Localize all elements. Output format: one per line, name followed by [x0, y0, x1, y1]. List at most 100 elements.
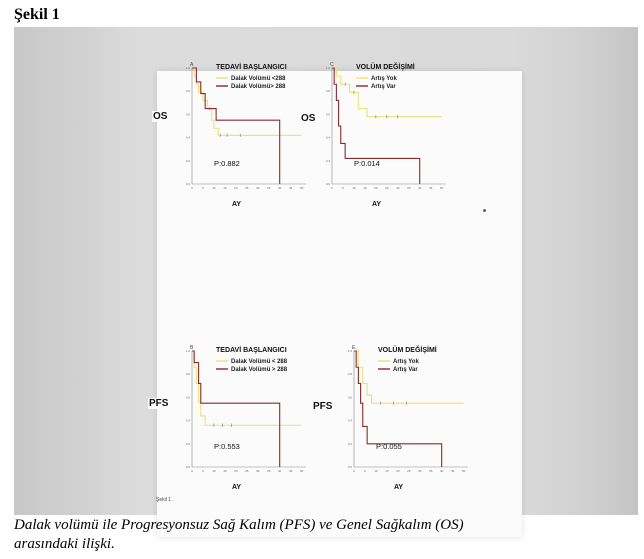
y-tick-label: 1.0 — [326, 66, 331, 70]
panel-title: TEDAVİ BAŞLANGICI — [216, 346, 287, 354]
y-tick-label: 0.0 — [186, 182, 191, 186]
y-tick-label: 1.0 — [186, 349, 191, 353]
km-chart-svg: B TEDAVİ BAŞLANGICI 0 5 10 15 20 25 30 35 40 45 50 0.… — [186, 345, 306, 491]
legend-label: Artış Yok — [371, 76, 397, 82]
stray-dot — [483, 209, 486, 212]
paper-sheet — [157, 71, 522, 537]
y-tick-label: 1.0 — [186, 66, 191, 70]
legend-label: Dalak Volümü > 288 — [231, 367, 288, 373]
km-series-line — [332, 67, 421, 184]
km-series-line — [354, 350, 443, 467]
footnote: Şekil 1 . — [156, 497, 174, 503]
km-chart-svg: A TEDAVİ BAŞLANGICI 0 5 10 15 20 25 30 35 40 45 50 0.… — [186, 62, 306, 208]
x-tick-label: 50 — [462, 469, 466, 473]
os-side-label: OS — [152, 111, 169, 122]
x-tick-label: 25 — [407, 469, 411, 473]
x-tick-label: 30 — [396, 186, 400, 190]
x-tick-label: 0 — [331, 186, 333, 190]
y-tick-label: 0.2 — [348, 442, 353, 446]
x-tick-label: 45 — [289, 186, 293, 190]
km-series-line — [354, 350, 464, 404]
y-tick-label: 0.2 — [186, 159, 191, 163]
figure-photo: A TEDAVİ BAŞLANGICI 0 5 10 15 20 25 30 35 40 45 50 0.… — [14, 27, 638, 537]
x-tick-label: 20 — [374, 186, 378, 190]
x-tick-label: 50 — [440, 186, 444, 190]
y-tick-label: 0.8 — [348, 372, 353, 376]
km-series-line — [332, 67, 442, 118]
caption-line-1: Dalak volümü ile Progresyonsuz Sağ Kalım… — [14, 517, 464, 533]
y-tick-label: 0.0 — [348, 465, 353, 469]
x-axis-label: AY — [394, 484, 403, 491]
panel-letter: E — [352, 345, 356, 351]
x-tick-label: 10 — [374, 469, 378, 473]
p-value-label: P:0.014 — [354, 159, 380, 168]
legend-label: Artış Var — [393, 367, 418, 373]
p-value-label: P:0.882 — [214, 159, 240, 168]
x-tick-label: 15 — [385, 469, 389, 473]
x-tick-label: 5 — [202, 469, 204, 473]
x-tick-label: 10 — [212, 469, 216, 473]
x-tick-label: 40 — [278, 186, 282, 190]
y-tick-label: 0.8 — [186, 372, 191, 376]
legend-label: Dalak Volümü <288 — [231, 76, 286, 82]
y-tick-label: 0.2 — [186, 442, 191, 446]
x-axis-label: AY — [232, 484, 241, 491]
legend-label: Artış Var — [371, 84, 396, 90]
x-tick-label: 45 — [429, 186, 433, 190]
x-tick-label: 15 — [363, 186, 367, 190]
x-tick-label: 45 — [451, 469, 455, 473]
y-tick-label: 0.4 — [326, 136, 331, 140]
y-tick-label: 0.0 — [186, 465, 191, 469]
x-tick-label: 0 — [191, 186, 193, 190]
x-tick-label: 50 — [300, 186, 304, 190]
x-tick-label: 40 — [278, 469, 282, 473]
legend-label: Dalak Volümü> 288 — [231, 84, 286, 90]
panel-letter: B — [190, 345, 194, 351]
x-tick-label: 15 — [223, 469, 227, 473]
y-tick-label: 0.6 — [186, 112, 191, 116]
y-tick-label: 0.4 — [186, 419, 191, 423]
y-tick-label: 0.6 — [326, 112, 331, 116]
x-tick-label: 20 — [234, 469, 238, 473]
x-tick-label: 5 — [364, 469, 366, 473]
x-tick-label: 30 — [418, 469, 422, 473]
x-tick-label: 40 — [440, 469, 444, 473]
km-panel-pfs-baseline: B TEDAVİ BAŞLANGICI 0 5 10 15 20 25 30 35 40 45 50 0.… — [174, 337, 314, 497]
caption-line-2: arasındaki ilişki. — [14, 536, 115, 552]
pfs-side-label: PFS — [148, 398, 170, 409]
os-side-label: OS — [300, 113, 317, 124]
p-value-label: P:0.553 — [214, 442, 240, 451]
x-tick-label: 30 — [256, 186, 260, 190]
km-panel-os-baseline: A TEDAVİ BAŞLANGICI 0 5 10 15 20 25 30 35 40 45 50 0.… — [174, 54, 314, 214]
p-value-label: P:0.055 — [376, 442, 402, 451]
panel-title: TEDAVİ BAŞLANGICI — [216, 63, 287, 71]
x-tick-label: 35 — [407, 186, 411, 190]
km-panel-os-volume-change: C VOLÜM DEĞİŞİMİ 0 5 10 15 20 25 30 35 40 45 50 0.0 0.… — [314, 54, 454, 214]
y-tick-label: 0.0 — [326, 182, 331, 186]
pfs-side-label: PFS — [312, 401, 334, 412]
x-tick-label: 35 — [267, 469, 271, 473]
x-tick-label: 40 — [418, 186, 422, 190]
legend-label: Dalak Volümü < 288 — [231, 359, 288, 365]
km-panel-pfs-volume-change: E VOLÜM DEĞİŞİMİ 0 5 10 15 20 25 30 35 40 45 50 0.0 0.… — [336, 337, 476, 497]
x-tick-label: 20 — [234, 186, 238, 190]
x-tick-label: 35 — [267, 186, 271, 190]
y-tick-label: 1.0 — [348, 349, 353, 353]
panel-letter: A — [190, 62, 194, 68]
y-tick-label: 0.8 — [186, 89, 191, 93]
x-tick-label: 0 — [353, 469, 355, 473]
x-tick-label: 25 — [245, 186, 249, 190]
x-tick-label: 35 — [429, 469, 433, 473]
x-tick-label: 45 — [289, 469, 293, 473]
panel-title: VOLÜM DEĞİŞİMİ — [378, 345, 437, 354]
y-tick-label: 0.4 — [348, 419, 353, 423]
y-tick-label: 0.6 — [348, 395, 353, 399]
x-tick-label: 25 — [385, 186, 389, 190]
x-tick-label: 50 — [300, 469, 304, 473]
y-tick-label: 0.8 — [326, 89, 331, 93]
km-series-line — [192, 350, 281, 467]
x-axis-label: AY — [232, 201, 241, 208]
x-tick-label: 10 — [352, 186, 356, 190]
x-tick-label: 5 — [342, 186, 344, 190]
x-axis-label: AY — [372, 201, 381, 208]
